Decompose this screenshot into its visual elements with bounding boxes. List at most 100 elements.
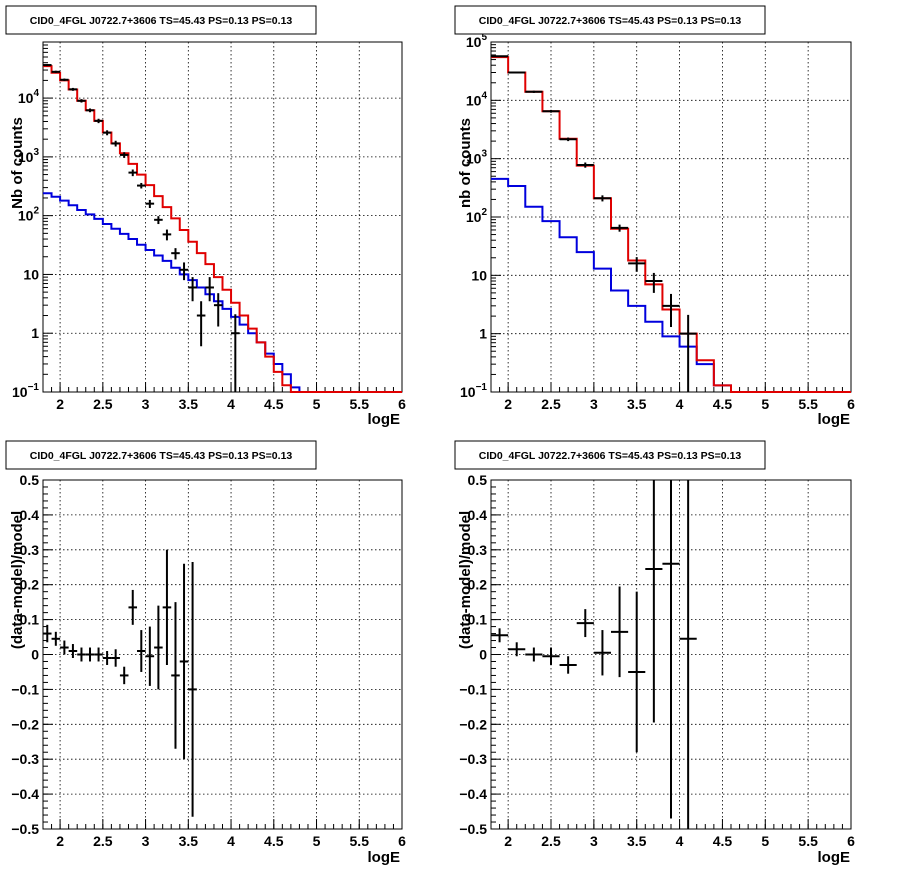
counts-plot-pad-left: 2 2.5 3 3.5 4 4.5 5 5.5 6 10−1 1 10 102 103 104 CID0_… xyxy=(5,5,406,428)
x-tick-label: 4 xyxy=(676,833,684,849)
y-tick-label: −0.1 xyxy=(459,681,487,697)
data-point xyxy=(60,78,69,82)
residual-point xyxy=(179,563,189,760)
y-tick-label: 104 xyxy=(466,90,488,108)
residual-point xyxy=(171,602,180,749)
data-point xyxy=(542,109,560,113)
data-point xyxy=(188,277,197,302)
x-axis-label: logE xyxy=(368,411,401,428)
residual-points xyxy=(43,549,197,817)
title-box xyxy=(454,5,766,35)
residual-point xyxy=(559,656,577,674)
residual-point xyxy=(85,647,95,662)
residual-point xyxy=(645,480,663,723)
axis-ticks xyxy=(490,479,852,830)
residual-point xyxy=(611,586,629,678)
y-tick-labels: 10−1 1 10 102 103 104 105 xyxy=(460,32,487,400)
data-point xyxy=(645,272,663,293)
data-point xyxy=(525,90,543,93)
data-point xyxy=(85,108,95,113)
model-histograms xyxy=(491,56,851,393)
residual-point xyxy=(43,624,52,643)
data-point xyxy=(119,152,129,158)
data-point xyxy=(68,87,78,91)
x-tick-label: 3 xyxy=(590,396,598,412)
data-point xyxy=(171,248,180,260)
data-point xyxy=(559,137,577,142)
y-tick-label: 10 xyxy=(471,267,487,283)
y-tick-labels: −0.5 −0.4 −0.3 −0.2 −0.1 0 0.1 0.2 0.3 0.4 0.5 xyxy=(11,472,39,837)
residual-point xyxy=(137,630,146,672)
y-axis-label: Nb of counts xyxy=(9,117,26,209)
x-tick-label: 4.5 xyxy=(264,396,284,412)
x-tick-label: 3.5 xyxy=(179,833,199,849)
y-tick-label: 10−1 xyxy=(460,382,487,400)
x-tick-label: 4 xyxy=(227,833,235,849)
data-point xyxy=(43,64,52,67)
x-tick-label: 4.5 xyxy=(713,833,733,849)
y-tick-labels: −0.5 −0.4 −0.3 −0.2 −0.1 0 0.1 0.2 0.3 0.4 0.5 xyxy=(459,472,487,837)
residual-point xyxy=(162,549,172,665)
data-point xyxy=(508,71,526,74)
y-tick-label: −0.5 xyxy=(459,821,487,837)
x-tick-label: 2 xyxy=(504,833,512,849)
x-tick-label: 5 xyxy=(313,396,321,412)
residual-point xyxy=(51,631,61,646)
x-tick-label: 5 xyxy=(761,833,769,849)
y-tick-label: −0.3 xyxy=(459,751,487,767)
x-tick-label: 2 xyxy=(504,396,512,412)
data-point xyxy=(111,140,120,147)
data-point xyxy=(179,262,189,281)
y-tick-label: 1 xyxy=(479,326,487,342)
residual-point xyxy=(111,649,120,667)
residual-point xyxy=(679,480,697,829)
x-tick-label: 2 xyxy=(56,396,64,412)
x-tick-label: 2.5 xyxy=(541,833,561,849)
residual-point xyxy=(128,589,138,625)
data-point xyxy=(231,314,240,392)
x-tick-label: 5.5 xyxy=(350,833,370,849)
y-tick-label: 0.5 xyxy=(20,472,40,488)
residual-point xyxy=(576,609,594,638)
y-tick-label: 10−1 xyxy=(12,382,39,400)
y-tick-label: −0.2 xyxy=(11,716,39,732)
residual-point xyxy=(60,640,69,655)
residual-points xyxy=(491,480,697,829)
data-points xyxy=(491,55,697,392)
y-tick-label: 0.4 xyxy=(468,507,488,523)
data-point xyxy=(154,216,163,225)
data-point xyxy=(628,257,646,272)
x-tick-label: 6 xyxy=(847,396,855,412)
data-point xyxy=(679,314,697,392)
residual-point xyxy=(145,626,155,686)
x-tick-label: 3 xyxy=(590,833,598,849)
title-box xyxy=(454,440,766,470)
residual-point xyxy=(68,644,78,658)
data-point xyxy=(611,224,629,232)
plot-frame xyxy=(42,41,403,393)
plot-title: CID0_4FGL J0722.7+3606 TS=45.43 PS=0.13 … xyxy=(479,15,742,27)
residual-point xyxy=(102,651,112,665)
residual-point xyxy=(77,647,86,662)
y-tick-label: 103 xyxy=(18,147,40,165)
residual-point xyxy=(628,591,646,753)
data-point xyxy=(145,199,155,208)
y-tick-label: 0.3 xyxy=(468,542,488,558)
data-point xyxy=(196,301,206,347)
x-tick-label: 5.5 xyxy=(798,833,818,849)
plot-title: CID0_4FGL J0722.7+3606 TS=45.43 PS=0.13 … xyxy=(30,15,293,27)
data-point xyxy=(593,195,611,202)
residual-point xyxy=(525,647,543,662)
x-axis-label: logE xyxy=(818,411,851,428)
y-tick-label: 102 xyxy=(18,206,40,224)
y-tick-label: 0.1 xyxy=(20,612,40,628)
total-model-histogram xyxy=(43,65,402,393)
plot-title: CID0_4FGL J0722.7+3606 TS=45.43 PS=0.13 … xyxy=(30,450,293,462)
x-tick-labels: 2 2.5 3 3.5 4 4.5 5 5.5 6 xyxy=(56,833,406,849)
y-tick-label: 0 xyxy=(479,647,487,663)
y-tick-label: −0.4 xyxy=(11,786,39,802)
y-tick-label: −0.3 xyxy=(11,751,39,767)
x-tick-labels: 2 2.5 3 3.5 4 4.5 5 5.5 6 xyxy=(504,833,855,849)
residual-plot-pad-left: 2 2.5 3 3.5 4 4.5 5 5.5 6 −0.5 −0.4 −0.3 −0.2 −0.1 0 0… xyxy=(5,440,406,866)
x-tick-label: 3.5 xyxy=(627,833,647,849)
